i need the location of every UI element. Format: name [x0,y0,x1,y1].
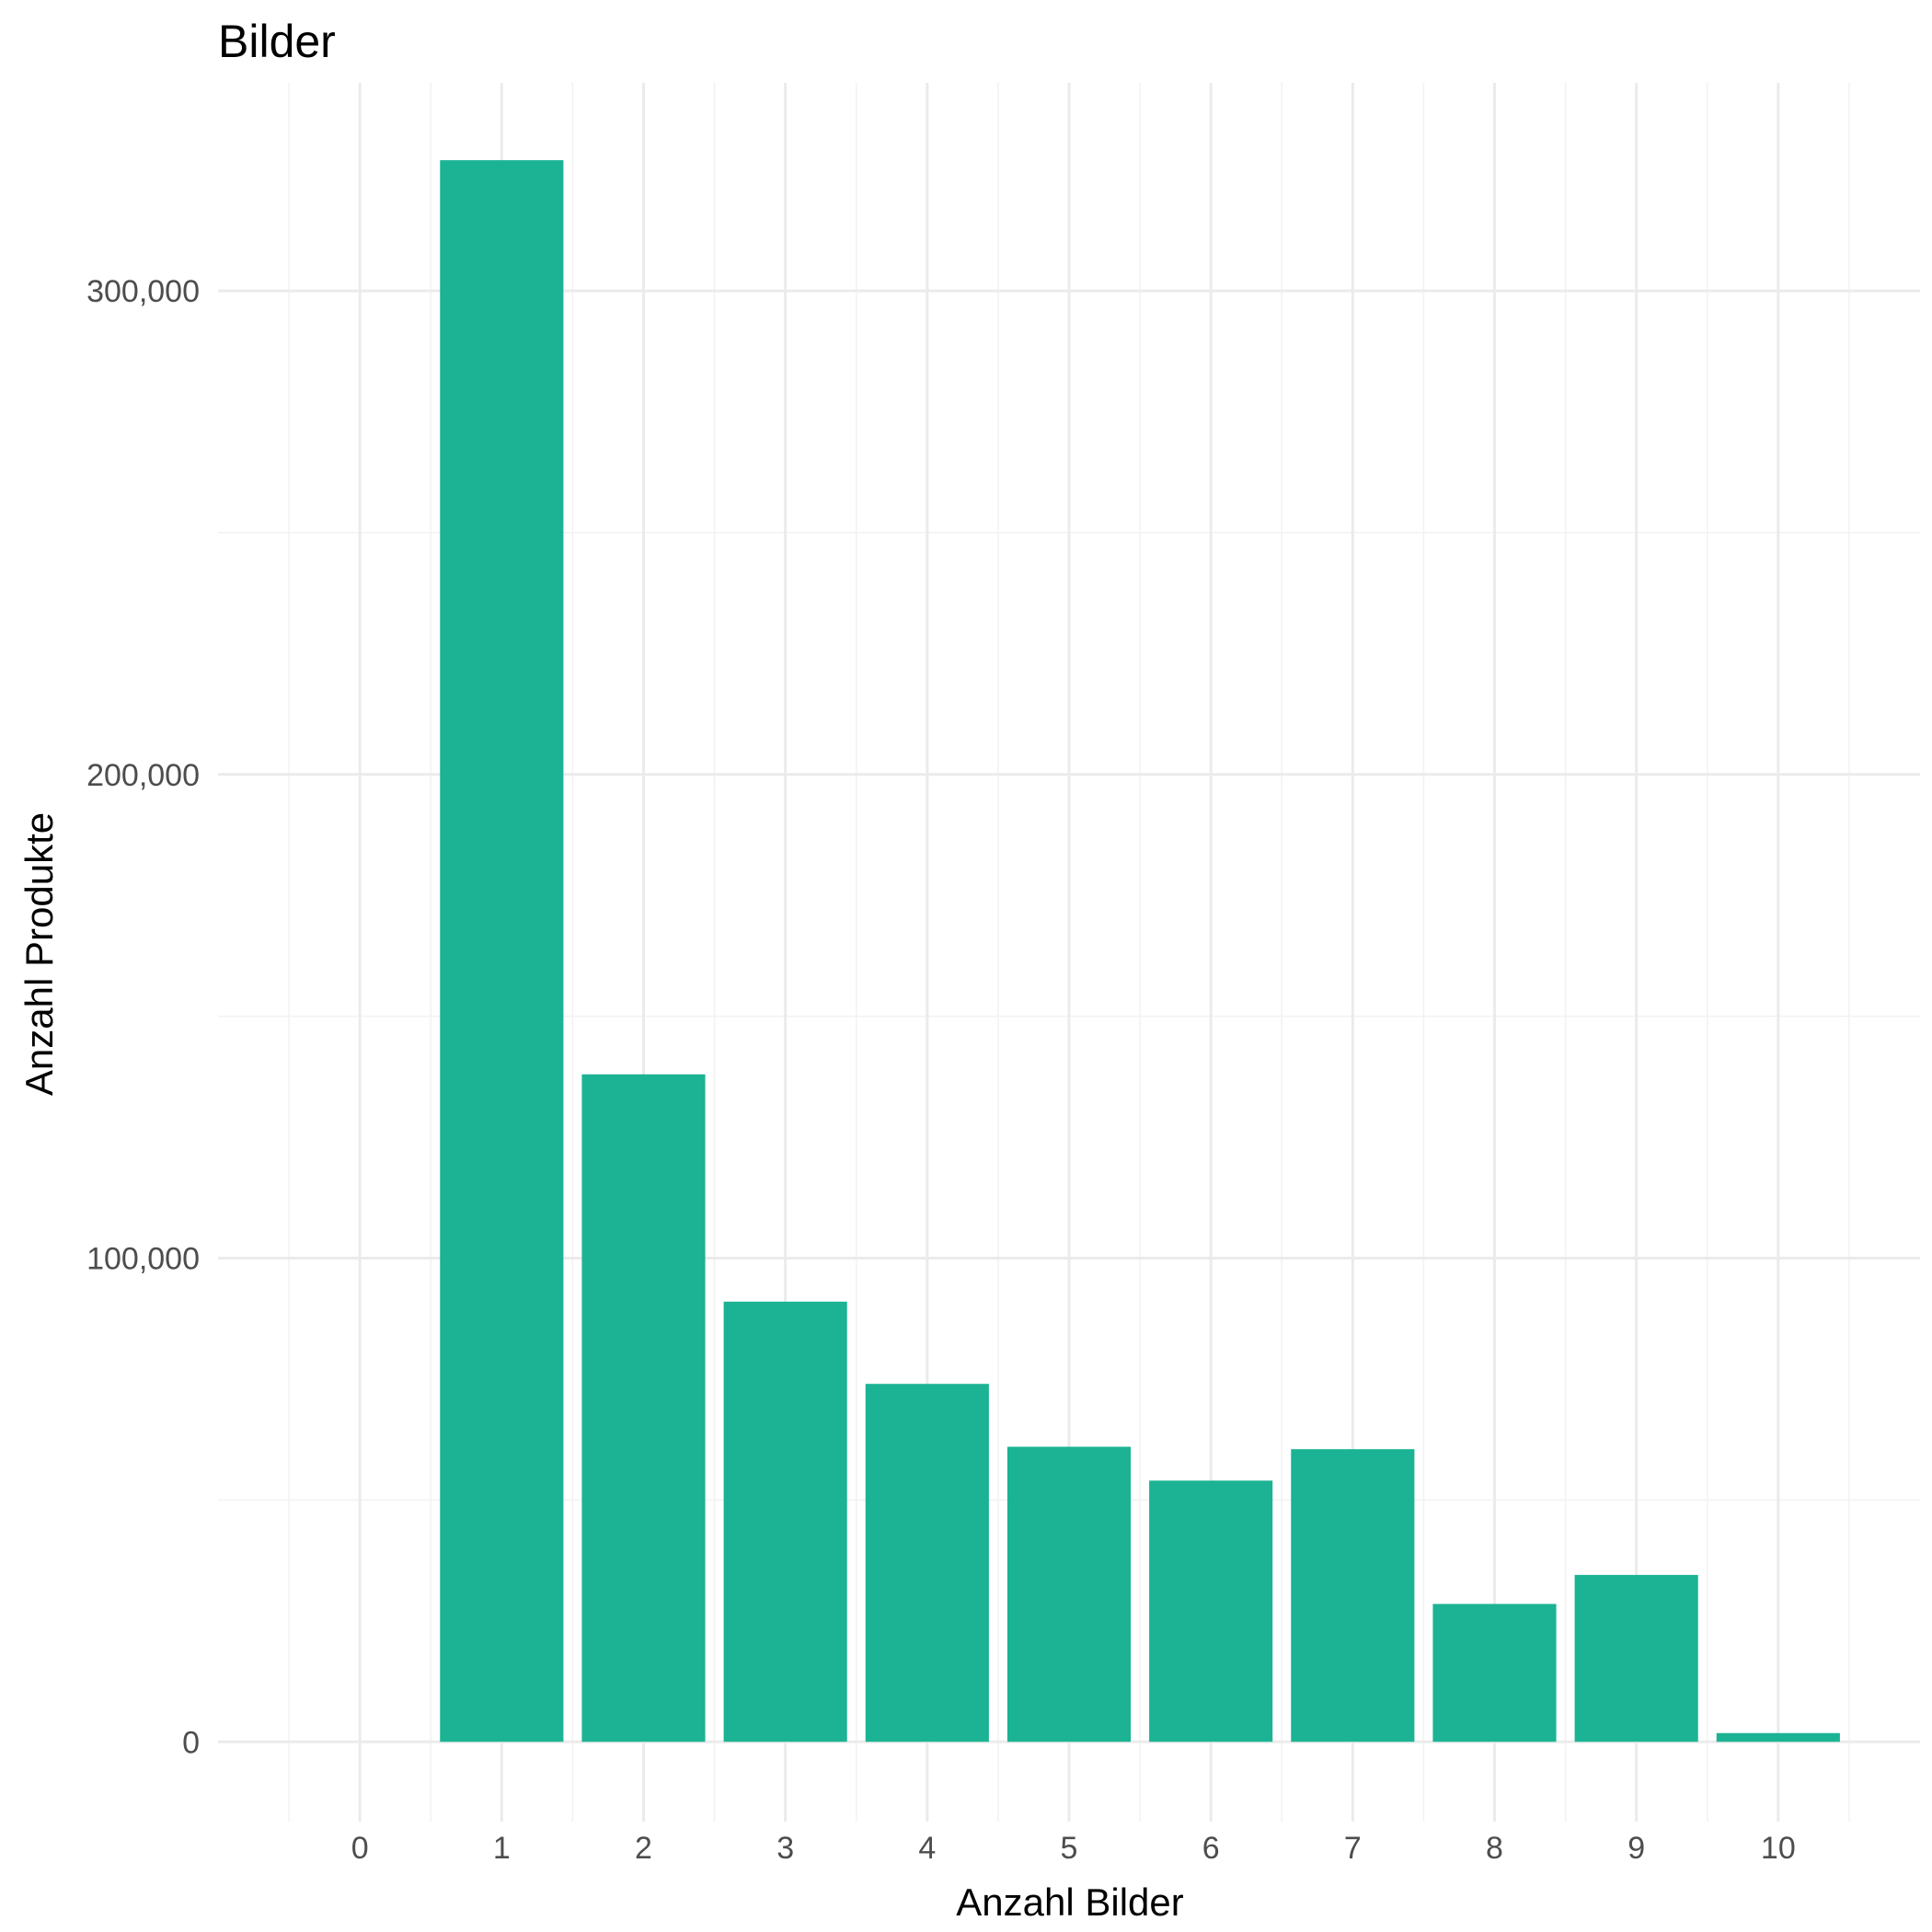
y-tick-label: 200,000 [86,758,200,793]
x-tick-label: 7 [1344,1831,1362,1866]
bars [440,160,1840,1742]
x-tick-label: 3 [776,1831,794,1866]
bar-8 [1432,1604,1557,1742]
y-tick-label: 0 [182,1725,200,1760]
x-tick-label: 4 [918,1831,936,1866]
bar-1 [440,160,564,1742]
bar-5 [1006,1446,1132,1742]
y-tick-label: 100,000 [86,1242,200,1277]
bar-6 [1149,1480,1273,1742]
y-tick-label: 300,000 [86,274,200,309]
y-axis-ticks: 0 100,000 200,000 300,000 [86,274,200,1760]
x-tick-label: 10 [1761,1831,1796,1866]
x-tick-label: 5 [1061,1831,1078,1866]
bar-3 [723,1301,847,1742]
x-tick-label: 2 [635,1831,652,1866]
x-tick-label: 9 [1627,1831,1645,1866]
bar-7 [1291,1449,1415,1742]
bar-10 [1716,1732,1840,1742]
bar-4 [865,1384,989,1742]
x-tick-label: 6 [1202,1831,1220,1866]
x-tick-label: 1 [493,1831,511,1866]
x-tick-label: 8 [1486,1831,1503,1866]
x-tick-label: 0 [351,1831,369,1866]
bar-9 [1574,1574,1698,1742]
bar-2 [581,1074,706,1742]
x-axis-title: Anzahl Bilder [956,1880,1183,1924]
y-axis-title: Anzahl Produkte [17,812,61,1096]
x-axis-ticks: 0 1 2 3 4 5 6 7 8 9 10 [351,1831,1796,1866]
chart-title: Bilder [218,16,336,67]
